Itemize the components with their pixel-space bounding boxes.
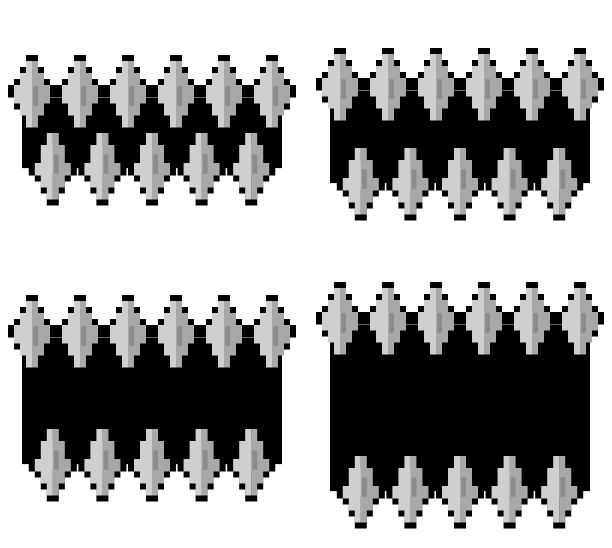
- lower-tooth: [78, 423, 127, 502]
- upper-tooth: [104, 55, 152, 134]
- lower-tooth: [28, 127, 77, 206]
- lower-tooth: [386, 450, 435, 529]
- upper-tooth: [104, 295, 152, 374]
- lower-tooth: [485, 142, 534, 221]
- lower-tooth: [436, 142, 484, 221]
- upper-tooth: [8, 295, 56, 374]
- upper-tooth: [200, 295, 248, 374]
- jaw-frame-3: [8, 295, 296, 502]
- upper-tooth: [508, 282, 556, 361]
- upper-tooth: [460, 48, 508, 127]
- upper-tooth: [248, 55, 296, 134]
- jaw-frame-2: [316, 48, 604, 221]
- upper-tooth: [412, 282, 460, 361]
- upper-tooth: [412, 48, 460, 127]
- lower-tooth: [128, 423, 176, 502]
- jaw-frame-4: [316, 282, 604, 529]
- upper-tooth: [556, 282, 604, 361]
- lower-tooth: [227, 127, 276, 206]
- upper-tooth: [56, 295, 104, 374]
- upper-tooth: [8, 55, 56, 134]
- lower-tooth: [227, 423, 276, 502]
- lower-tooth: [336, 450, 385, 529]
- lower-tooth: [436, 450, 484, 529]
- upper-tooth: [364, 48, 412, 127]
- upper-tooth: [152, 295, 200, 374]
- upper-tooth: [316, 282, 364, 361]
- upper-tooth: [508, 48, 556, 127]
- lower-tooth: [485, 450, 534, 529]
- lower-tooth: [128, 127, 176, 206]
- upper-tooth: [460, 282, 508, 361]
- lower-tooth: [535, 142, 584, 221]
- upper-tooth: [152, 55, 200, 134]
- lower-tooth: [336, 142, 385, 221]
- lower-tooth: [535, 450, 584, 529]
- lower-tooth: [28, 423, 77, 502]
- upper-tooth: [316, 48, 364, 127]
- lower-tooth: [386, 142, 435, 221]
- upper-tooth: [200, 55, 248, 134]
- lower-tooth: [78, 127, 127, 206]
- lower-tooth: [177, 423, 226, 502]
- lower-tooth: [177, 127, 226, 206]
- upper-tooth: [556, 48, 604, 127]
- upper-tooth: [56, 55, 104, 134]
- jaw-frame-1: [8, 55, 296, 206]
- upper-tooth: [248, 295, 296, 374]
- upper-tooth: [364, 282, 412, 361]
